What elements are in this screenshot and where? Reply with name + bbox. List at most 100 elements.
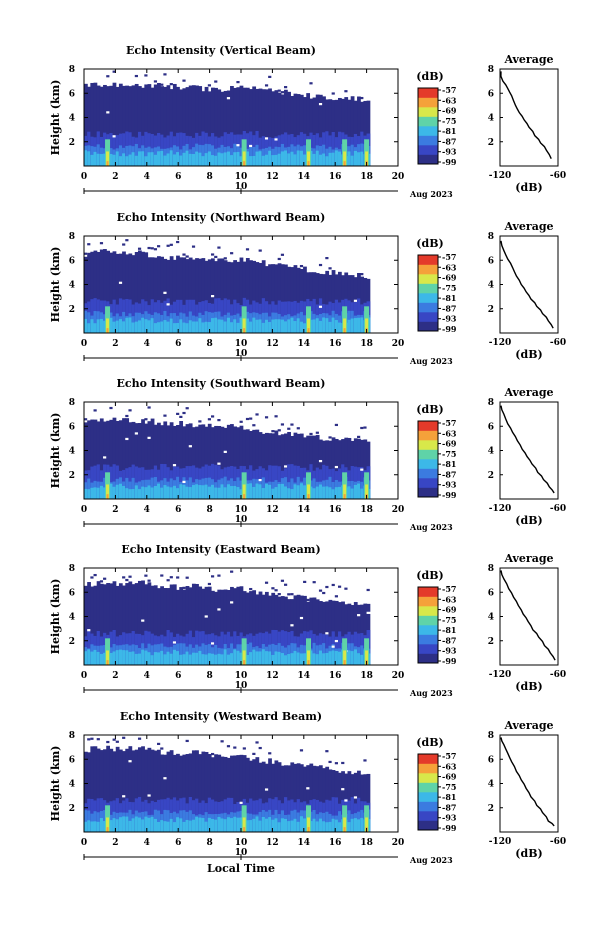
echo-cell <box>318 601 323 665</box>
echo-cell <box>280 94 285 166</box>
echo-cell <box>258 820 263 832</box>
echo-cell <box>287 821 291 832</box>
echo-gap <box>210 642 216 645</box>
echo-cell <box>160 820 164 832</box>
echo-cell <box>153 818 158 832</box>
colorbar-frame <box>417 586 439 664</box>
echo-cell <box>93 419 98 499</box>
echo-cell <box>239 85 244 166</box>
colorbar-label: -63 <box>442 95 457 105</box>
echo-cell <box>318 154 323 166</box>
echo-cell <box>128 86 133 166</box>
average-title: Average <box>503 719 553 732</box>
echo-cell <box>115 585 120 665</box>
y-tick-label: 2 <box>69 637 75 647</box>
colorbar-label: -81 <box>442 459 456 469</box>
echo-cell <box>163 86 168 166</box>
echo-speckle <box>176 412 180 415</box>
echo-cell <box>153 154 158 166</box>
colorbar-label: -87 <box>442 635 456 645</box>
colorbar-label: -57 <box>442 85 456 95</box>
echo-cell <box>137 653 142 665</box>
echo-cell <box>144 423 149 499</box>
echo-cell <box>261 155 266 166</box>
date-marker-label: 10 <box>235 182 248 192</box>
echo-cell <box>150 816 155 832</box>
average-title: Average <box>503 552 553 565</box>
chart-title: Echo Intensity (Eastward Beam) <box>121 543 320 556</box>
colorbar-segment <box>418 754 438 764</box>
echo-cell <box>115 420 120 499</box>
echo-speckle <box>287 593 291 596</box>
echo-speckle <box>274 589 278 592</box>
echo-speckle <box>87 738 91 741</box>
x-tick-label: 4 <box>144 339 150 349</box>
echo-cell <box>157 151 161 166</box>
average-y-tick-label: 8 <box>488 398 494 408</box>
echo-cell <box>363 603 368 665</box>
echo-cell <box>258 432 263 499</box>
echo-cell <box>163 485 168 499</box>
echo-gap <box>166 303 172 306</box>
echo-speckle <box>214 255 218 259</box>
colorbar-label: -99 <box>442 490 457 500</box>
echo-cell <box>157 483 161 499</box>
echo-cell <box>233 260 237 333</box>
echo-cell <box>245 757 250 832</box>
echo-cell <box>106 745 110 832</box>
echo-cell <box>137 423 142 499</box>
echo-cell <box>134 816 139 832</box>
echo-cell <box>182 257 187 333</box>
echo-cell <box>271 91 276 166</box>
echo-gap <box>204 615 210 618</box>
colorbar-segment <box>418 274 438 284</box>
echo-cell <box>188 153 193 166</box>
echo-speckle <box>280 423 285 426</box>
echo-speckle <box>150 247 154 250</box>
echo-cell <box>261 761 266 832</box>
echo-gap <box>147 794 153 797</box>
echo-cell <box>99 583 104 665</box>
echo-cell <box>103 652 107 665</box>
echo-speckle <box>103 577 107 580</box>
y-tick-label: 2 <box>69 305 75 315</box>
echo-cell <box>325 652 330 665</box>
echo-cell <box>268 150 272 166</box>
echo-cell <box>185 323 190 333</box>
echo-burst <box>307 494 310 499</box>
echo-cell <box>315 599 320 665</box>
echo-cell <box>274 154 279 166</box>
echo-speckle <box>230 252 234 255</box>
echo-cell <box>172 425 177 499</box>
echo-cell <box>315 654 320 665</box>
echo-cell <box>87 752 91 832</box>
echo-gap <box>106 111 111 114</box>
colorbar-segment <box>418 135 438 146</box>
echo-cell <box>131 584 136 665</box>
echo-cell <box>230 586 234 665</box>
echo-cell <box>331 152 336 166</box>
echo-cell <box>328 651 333 665</box>
colorbar-label: -93 <box>442 314 457 324</box>
echo-burst <box>307 318 311 333</box>
echo-cell <box>214 487 218 499</box>
echo-cell <box>153 257 158 333</box>
echo-cell <box>93 250 98 333</box>
echo-cell <box>217 319 222 333</box>
echo-speckle <box>144 574 148 577</box>
echo-cell <box>109 317 114 333</box>
echo-cell <box>134 485 139 499</box>
echo-cell <box>99 318 104 333</box>
echo-cell <box>217 152 222 166</box>
echo-cell <box>217 653 222 665</box>
colorbar-label: -81 <box>442 792 456 802</box>
echo-cell <box>109 748 114 832</box>
echo-cell <box>334 320 339 333</box>
x-tick-label: 16 <box>329 671 342 681</box>
echo-cell <box>144 584 149 665</box>
echo-cell <box>182 152 187 166</box>
echo-cell <box>252 317 257 333</box>
echo-burst <box>365 151 369 166</box>
echo-cell <box>90 651 95 665</box>
echo-cell <box>166 588 171 665</box>
